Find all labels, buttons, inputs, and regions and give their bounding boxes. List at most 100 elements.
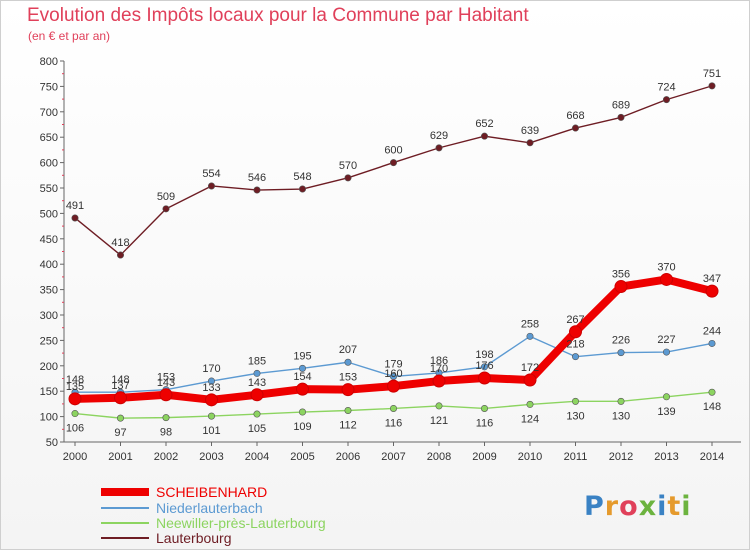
data-point (526, 400, 534, 408)
x-tick-label: 2006 (336, 451, 360, 463)
data-point (117, 414, 125, 422)
legend-entry: Neewiller-près-Lauterbourg (156, 515, 326, 531)
data-label: 176 (475, 360, 493, 372)
data-label: 267 (566, 314, 584, 326)
data-point (617, 349, 625, 357)
y-tick-label: 300 (40, 310, 58, 322)
data-point (662, 96, 670, 104)
data-label: 116 (385, 417, 403, 429)
data-label: 668 (566, 110, 584, 122)
x-tick-label: 2013 (654, 451, 678, 463)
x-tick-label: 2012 (609, 451, 633, 463)
data-label: 198 (475, 349, 493, 361)
x-tick-label: 2007 (381, 451, 405, 463)
data-label: 370 (657, 261, 675, 273)
data-label: 600 (384, 145, 402, 157)
data-label: 112 (339, 420, 357, 432)
data-label: 109 (293, 421, 311, 433)
data-point (162, 414, 170, 422)
y-tick-label: 800 (40, 56, 58, 68)
data-label: 356 (612, 269, 630, 281)
data-label: 185 (248, 355, 266, 367)
data-label: 154 (293, 371, 311, 383)
data-point (162, 205, 170, 213)
y-tick-label: 350 (40, 285, 58, 297)
data-label: 121 (430, 415, 448, 427)
data-label: 258 (521, 318, 539, 330)
x-tick-label: 2014 (700, 451, 724, 463)
data-label: 724 (657, 82, 675, 94)
logo-letter: t (667, 491, 682, 522)
data-point (117, 251, 125, 259)
x-tick-label: 2002 (154, 451, 178, 463)
y-tick-label: 250 (40, 335, 58, 347)
data-label: 170 (202, 363, 220, 375)
data-point (387, 379, 400, 393)
data-point (480, 363, 488, 371)
data-point (208, 377, 216, 385)
data-point (208, 412, 216, 420)
data-point (662, 348, 670, 356)
data-point (478, 371, 491, 385)
data-label: 148 (111, 374, 129, 386)
data-label: 172 (521, 362, 539, 374)
y-tick-label: 400 (40, 259, 58, 271)
logo-letter: P (584, 491, 605, 522)
data-point (435, 144, 443, 152)
legend-entry: Lauterbourg (156, 530, 232, 546)
data-label: 218 (566, 339, 584, 351)
data-label: 105 (248, 423, 266, 435)
data-point (526, 332, 534, 340)
data-point (614, 280, 628, 294)
data-point (253, 410, 261, 418)
data-label: 101 (202, 425, 220, 437)
data-point (523, 373, 537, 387)
proxiti-logo: Proxiti (584, 491, 692, 522)
data-label: 195 (293, 350, 311, 362)
data-point (71, 214, 79, 222)
chart-title: Evolution des Impôts locaux pour la Comm… (27, 5, 529, 26)
data-point (298, 408, 306, 416)
data-label: 652 (475, 118, 493, 130)
data-label: 133 (202, 382, 220, 394)
data-label: 137 (111, 380, 129, 392)
data-point (344, 174, 352, 182)
data-point (662, 393, 670, 401)
x-tick-label: 2009 (472, 451, 496, 463)
logo-letter: i (657, 491, 668, 522)
legend-entry: Niederlauterbach (156, 500, 263, 516)
data-point (389, 404, 397, 412)
data-label: 97 (114, 427, 126, 439)
y-tick-label: 650 (40, 132, 58, 144)
data-label: 148 (703, 401, 721, 413)
data-point (708, 339, 716, 347)
data-point (617, 397, 625, 405)
x-tick-label: 2008 (427, 451, 451, 463)
data-label: 629 (430, 130, 448, 142)
logo-letter: r (604, 491, 620, 522)
x-tick-label: 2011 (564, 451, 588, 463)
data-point (708, 82, 716, 90)
data-point (253, 186, 261, 194)
data-point (159, 388, 173, 402)
data-point (571, 397, 579, 405)
data-label: 570 (339, 160, 357, 172)
y-tick-label: 150 (40, 386, 58, 398)
data-label: 227 (657, 334, 675, 346)
data-point (435, 402, 443, 410)
y-tick-label: 700 (40, 107, 58, 119)
data-label: 347 (703, 273, 721, 285)
data-label: 418 (111, 237, 129, 249)
data-point (298, 185, 306, 193)
data-point (569, 325, 582, 339)
y-tick-label: 200 (40, 361, 58, 373)
y-tick-label: 600 (40, 158, 58, 170)
data-label: 244 (703, 325, 721, 337)
data-label: 124 (521, 413, 539, 425)
data-point (571, 353, 579, 361)
x-tick-label: 2005 (290, 451, 314, 463)
data-label: 130 (566, 410, 584, 422)
logo-letter: i (681, 491, 692, 522)
data-label: 554 (202, 168, 220, 180)
